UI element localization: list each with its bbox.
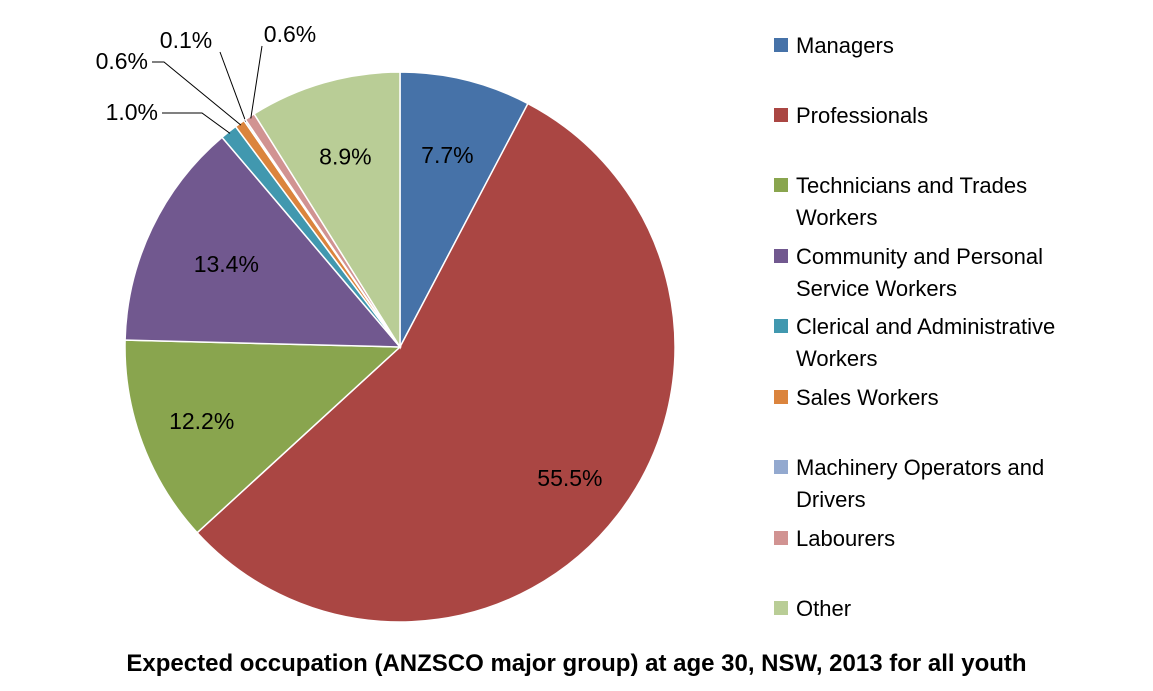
legend-label: Managers [796,33,894,58]
legend-item-managers: Managers [774,30,1116,62]
leader-line [152,61,242,126]
pie-slice-professionals [196,102,676,623]
legend-label: Clerical and Administrative Workers [796,314,1056,371]
legend-swatch [774,460,788,474]
legend-label: Professionals [796,103,929,128]
legend-swatch [774,108,788,122]
legend-item-community: Community and Personal Service Workers [774,241,1081,305]
pie-data-label: 55.5% [537,465,602,491]
legend-swatch [774,178,788,192]
legend-swatch [774,390,788,404]
legend-swatch [774,249,788,263]
legend-label: Labourers [796,526,896,551]
pie-data-label: 0.6% [96,48,148,74]
pie-data-label: 12.2% [169,408,234,434]
pie-data-label: 7.7% [421,142,473,168]
pie-slice-other [253,71,401,350]
pie-data-label: 0.1% [160,27,212,53]
legend-swatch [774,319,788,333]
pie-data-label: 8.9% [319,144,371,170]
pie-data-label: 0.6% [264,21,316,47]
legend-item-professionals: Professionals [774,100,1116,132]
legend-swatch [774,38,788,52]
leader-line [250,45,263,119]
legend-swatch [774,601,788,615]
legend-label: Machinery Operators and Drivers [796,455,1045,512]
legend-label: Community and Personal Service Workers [796,244,1044,301]
pie-slice-community-and-personal-service-workers [124,136,402,348]
legend-item-labourers: Labourers [774,523,1116,555]
pie-data-label: 1.0% [106,99,158,125]
pie-slice-technicians-and-trades-workers [124,339,402,534]
chart-title: Expected occupation (ANZSCO major group)… [126,650,1027,677]
legend-item-other: Other [774,593,1116,625]
leader-line [162,112,231,134]
legend-item-technicians: Technicians and Trades Workers [774,170,1056,234]
legend-swatch [774,531,788,545]
legend-label: Other [796,596,852,621]
legend-item-sales: Sales Workers [774,382,1116,414]
pie-data-label: 13.4% [194,251,259,277]
legend-item-machinery: Machinery Operators and Drivers [774,452,1086,516]
legend-label: Technicians and Trades Workers [796,173,1028,230]
leader-line [219,51,247,122]
pie-slice-managers [399,71,529,348]
legend-item-clerical: Clerical and Administrative Workers [774,311,1096,375]
legend-label: Sales Workers [796,385,939,410]
